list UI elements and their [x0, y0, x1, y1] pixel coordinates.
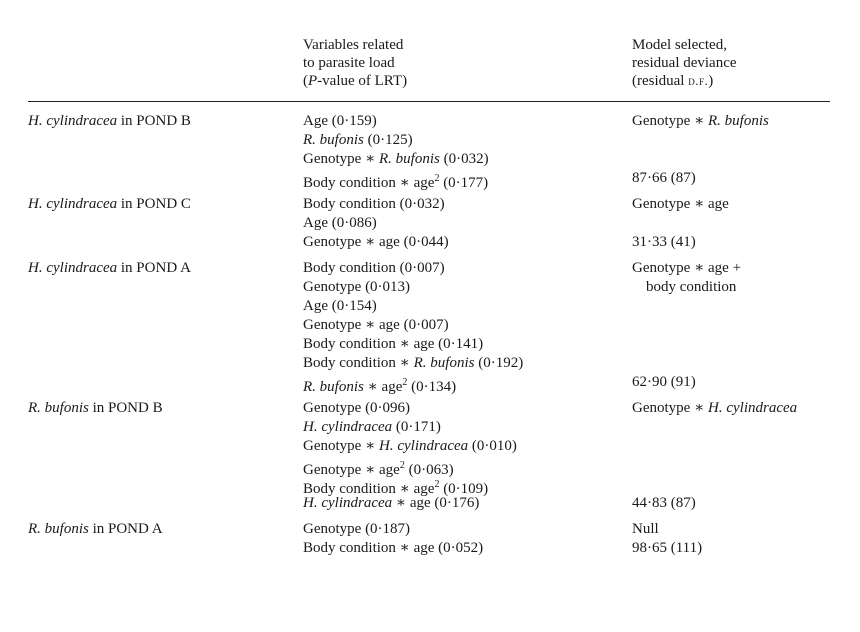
row-variables: Genotype (0·187) Body condition ∗ age (0·… — [303, 520, 860, 558]
variable-entry: Genotype (0·096) — [303, 400, 411, 416]
variable-entry: R. bufonis (0·125) — [303, 132, 413, 148]
row-model: Genotype ∗ age 31·33 (41) — [632, 195, 852, 252]
model-selected: Genotype ∗ age + — [632, 260, 742, 276]
variable-entry: Genotype ∗ age2 (0·063) — [303, 460, 454, 478]
row-subject: R. bufonis in POND B — [28, 400, 163, 416]
variable-entry: Genotype (0·013) — [303, 279, 411, 295]
variable-entry: Body condition ∗ age2 (0·109) — [303, 479, 489, 497]
model-selected: Genotype ∗ H. cylindracea — [632, 400, 798, 416]
residual-deviance: 62·90 (91) — [632, 374, 696, 390]
row-variables: Genotype (0·096) H. cylindracea (0·171) Ge… — [303, 399, 860, 513]
variable-entry: Age (0·159) — [303, 113, 377, 129]
row-variables: Age (0·159) R. bufonis (0·125) Genotype ∗ … — [303, 112, 860, 191]
model-selected: Null — [632, 521, 659, 537]
variable-entry: Genotype ∗ age (0·044) — [303, 234, 449, 250]
table-row: H. cylindracea in POND C Body condition (… — [0, 195, 860, 252]
header-variables-line: to parasite load — [303, 55, 395, 71]
variable-entry: H. cylindracea (0·171) — [303, 419, 441, 435]
row-subject: H. cylindracea in POND B — [28, 113, 191, 129]
variable-entry: Genotype ∗ R. bufonis (0·032) — [303, 151, 489, 167]
variable-entry: Body condition ∗ R. bufonis (0·192) — [303, 355, 524, 371]
row-subject: H. cylindracea in POND C — [28, 196, 191, 212]
table-row: R. bufonis in POND A Genotype (0·187) Body… — [0, 520, 860, 558]
row-model: Genotype ∗ H. cylindracea 44·83 (87) — [632, 399, 852, 513]
table-row: H. cylindracea in POND A Body condition (… — [0, 259, 860, 395]
table-row: R. bufonis in POND B Genotype (0·096) H. c… — [0, 399, 860, 513]
variable-entry: H. cylindracea ∗ age (0·176) — [303, 495, 480, 511]
row-variables: Body condition (0·007) Genotype (0·013) Ag… — [303, 259, 860, 395]
residual-deviance: 31·33 (41) — [632, 234, 696, 250]
header-model-line: residual deviance — [632, 55, 737, 71]
model-selected: body condition — [646, 279, 737, 295]
row-subject: R. bufonis in POND A — [28, 521, 163, 537]
residual-deviance: 98·65 (111) — [632, 540, 703, 556]
residual-deviance: 87·66 (87) — [632, 170, 696, 186]
variable-entry: Age (0·154) — [303, 298, 377, 314]
header-rule — [28, 101, 830, 102]
variable-entry: R. bufonis ∗ age2 (0·134) — [303, 377, 457, 395]
header-model: Model selected, residual deviance (resid… — [632, 36, 737, 90]
row-variables: Body condition (0·032) Age (0·086) Genotyp… — [303, 195, 860, 252]
variable-entry: Body condition (0·007) — [303, 260, 445, 276]
variable-entry: Body condition (0·032) — [303, 196, 445, 212]
table-row: H. cylindracea in POND B Age (0·159) R. bu… — [0, 112, 860, 191]
variable-entry: Genotype (0·187) — [303, 521, 411, 537]
row-subject: H. cylindracea in POND A — [28, 260, 191, 276]
residual-deviance: 44·83 (87) — [632, 495, 696, 511]
header-variables: Variables related to parasite load (P-va… — [303, 36, 407, 90]
row-model: Genotype ∗ R. bufonis 87·66 (87) — [632, 112, 852, 188]
variable-entry: Age (0·086) — [303, 215, 377, 231]
header-model-line: Model selected, — [632, 37, 727, 53]
row-model: Genotype ∗ age + body condition 62·90 (91) — [632, 259, 852, 392]
variable-entry: Body condition ∗ age2 (0·177) — [303, 173, 489, 191]
table-body: H. cylindracea in POND B Age (0·159) R. bu… — [0, 112, 860, 565]
variable-entry: Body condition ∗ age (0·141) — [303, 336, 484, 352]
model-selected: Genotype ∗ R. bufonis — [632, 113, 769, 129]
header-variables-line: Variables related — [303, 37, 404, 53]
model-selected: Genotype ∗ age — [632, 196, 729, 212]
header-model-line: (residual d.f.) — [632, 73, 714, 89]
variable-entry: Genotype ∗ age (0·007) — [303, 317, 449, 333]
header-variables-line: (P-value of LRT) — [303, 73, 408, 89]
variable-entry: Body condition ∗ age (0·052) — [303, 540, 484, 556]
row-model: Null 98·65 (111) — [632, 520, 852, 558]
variable-entry: Genotype ∗ H. cylindracea (0·010) — [303, 438, 517, 454]
